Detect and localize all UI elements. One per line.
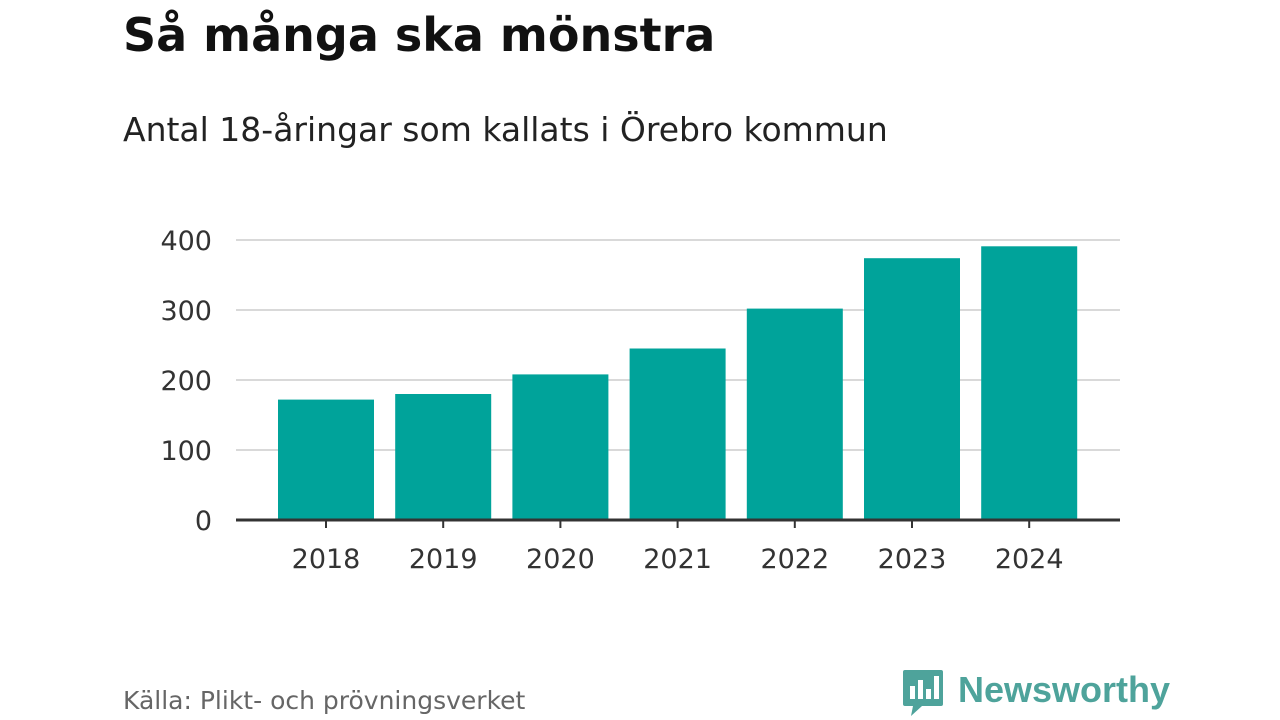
bar-2019	[395, 394, 492, 520]
x-tick-label: 2020	[526, 544, 595, 575]
x-tick-label: 2019	[409, 544, 478, 575]
source-note: Källa: Plikt- och prövningsverket	[123, 686, 526, 715]
bar-2024	[981, 246, 1078, 521]
y-tick-label: 100	[160, 436, 212, 467]
bar-2023	[864, 258, 960, 520]
x-tick-label: 2022	[760, 544, 829, 575]
brand-logo: Newsworthy	[902, 668, 1170, 718]
x-tick-label: 2021	[643, 544, 712, 575]
y-tick-label: 400	[160, 226, 212, 257]
x-tick-label: 2018	[292, 544, 361, 575]
y-tick-label: 200	[160, 366, 212, 397]
bar-2021	[629, 348, 726, 520]
y-tick-label: 0	[195, 506, 212, 537]
bar-2020	[512, 374, 609, 520]
chart-subtitle: Antal 18-åringar som kallats i Örebro ko…	[123, 110, 888, 149]
x-tick-label: 2023	[878, 544, 947, 575]
bar-2018	[278, 399, 374, 520]
chart-title: Så många ska mönstra	[123, 8, 716, 62]
x-tick-label: 2024	[995, 544, 1064, 575]
bar-2022	[746, 308, 843, 520]
y-tick-label: 300	[160, 296, 212, 327]
brand-name: Newsworthy	[958, 669, 1171, 710]
bar-chart-speech-bubble-icon	[903, 670, 943, 716]
